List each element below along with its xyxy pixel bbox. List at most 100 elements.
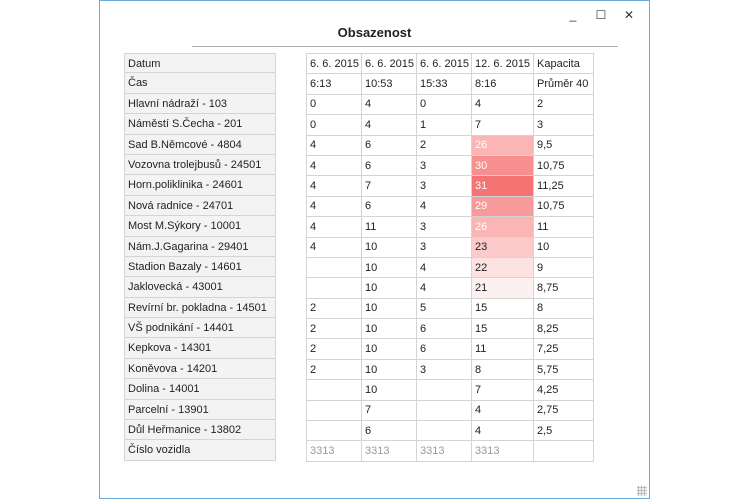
table-cell[interactable]: 26 xyxy=(471,216,534,238)
table-cell[interactable]: 11 xyxy=(361,216,417,238)
vehicle-number[interactable]: 3313 xyxy=(416,440,472,462)
table-cell[interactable]: 9,5 xyxy=(533,134,594,156)
table-cell[interactable]: 4 xyxy=(416,195,472,218)
table-cell[interactable]: 7 xyxy=(471,114,534,136)
table-cell[interactable]: 6 xyxy=(361,420,417,442)
table-cell[interactable]: 7 xyxy=(361,175,417,197)
table-cell[interactable] xyxy=(416,379,472,401)
vehicle-number[interactable] xyxy=(533,440,594,462)
table-cell[interactable]: 4 xyxy=(306,134,362,156)
table-cell[interactable]: 29 xyxy=(471,195,534,218)
table-cell[interactable] xyxy=(306,420,362,442)
table-cell[interactable]: 10,75 xyxy=(533,154,594,177)
table-cell[interactable]: 23 xyxy=(471,236,534,258)
table-cell[interactable]: 30 xyxy=(471,154,534,177)
table-cell[interactable]: 22 xyxy=(471,256,534,279)
table-cell[interactable]: 4 xyxy=(306,154,362,177)
table-cell[interactable]: 8,25 xyxy=(533,318,594,340)
table-cell[interactable]: 15 xyxy=(471,318,534,340)
table-cell[interactable]: 4 xyxy=(306,175,362,197)
table-cell[interactable]: 6 xyxy=(361,195,417,218)
table-cell[interactable]: 2 xyxy=(306,338,362,360)
table-cell[interactable]: 6 xyxy=(361,154,417,177)
table-cell[interactable]: 8 xyxy=(533,297,594,320)
table-cell[interactable]: 7 xyxy=(471,379,534,401)
column-time[interactable]: 8:16 xyxy=(471,73,534,95)
table-cell[interactable]: 4 xyxy=(361,93,417,116)
table-cell[interactable]: 4 xyxy=(471,420,534,442)
table-cell[interactable]: 10 xyxy=(361,379,417,401)
table-cell[interactable]: 3 xyxy=(533,114,594,136)
table-cell[interactable]: 4 xyxy=(306,216,362,238)
maximize-button[interactable]: ☐ xyxy=(595,8,607,22)
column-time[interactable]: Průměr 40 xyxy=(533,73,594,95)
vehicle-number[interactable]: 3313 xyxy=(306,440,362,462)
column-date[interactable]: 6. 6. 2015 xyxy=(306,52,362,75)
table-cell[interactable]: 3 xyxy=(416,236,472,258)
minimize-button[interactable]: _ xyxy=(569,8,577,22)
table-cell[interactable]: 4 xyxy=(361,114,417,136)
table-cell[interactable]: 10 xyxy=(361,277,417,299)
table-cell[interactable]: 10 xyxy=(361,338,417,360)
table-cell[interactable]: 11 xyxy=(533,216,594,238)
table-cell[interactable]: 15 xyxy=(471,297,534,320)
table-cell[interactable]: 31 xyxy=(471,175,534,197)
table-cell[interactable]: 3 xyxy=(416,216,472,238)
table-cell[interactable]: 4 xyxy=(306,195,362,218)
table-cell[interactable]: 6 xyxy=(416,338,472,360)
table-cell[interactable]: 3 xyxy=(416,175,472,197)
column-date[interactable]: 12. 6. 2015 xyxy=(471,52,534,75)
table-cell[interactable]: 2 xyxy=(416,134,472,156)
table-cell[interactable]: 2 xyxy=(306,358,362,381)
table-cell[interactable]: 6 xyxy=(416,318,472,340)
table-cell[interactable] xyxy=(306,256,362,279)
table-cell[interactable]: 10 xyxy=(361,358,417,381)
column-time[interactable]: 10:53 xyxy=(361,73,417,95)
column-date[interactable]: 6. 6. 2015 xyxy=(361,52,417,75)
table-cell[interactable]: 0 xyxy=(306,114,362,136)
vehicle-number[interactable]: 3313 xyxy=(471,440,534,462)
table-cell[interactable]: 11,25 xyxy=(533,175,594,197)
close-button[interactable]: ✕ xyxy=(623,8,635,22)
table-cell[interactable] xyxy=(416,399,472,422)
table-cell[interactable]: 4 xyxy=(416,256,472,279)
table-cell[interactable]: 10 xyxy=(361,256,417,279)
table-cell[interactable]: 10,75 xyxy=(533,195,594,218)
table-cell[interactable]: 0 xyxy=(416,93,472,116)
table-cell[interactable]: 4 xyxy=(416,277,472,299)
table-cell[interactable]: 21 xyxy=(471,277,534,299)
table-cell[interactable] xyxy=(306,399,362,422)
table-cell[interactable]: 9 xyxy=(533,256,594,279)
table-cell[interactable]: 6 xyxy=(361,134,417,156)
table-cell[interactable] xyxy=(416,420,472,442)
table-cell[interactable]: 1 xyxy=(416,114,472,136)
table-cell[interactable]: 7,25 xyxy=(533,338,594,360)
table-cell[interactable]: 10 xyxy=(361,297,417,320)
table-cell[interactable]: 2 xyxy=(533,93,594,116)
table-cell[interactable]: 4 xyxy=(471,399,534,422)
table-cell[interactable]: 11 xyxy=(471,338,534,360)
table-cell[interactable]: 7 xyxy=(361,399,417,422)
table-cell[interactable]: 8,75 xyxy=(533,277,594,299)
table-cell[interactable]: 4 xyxy=(306,236,362,258)
column-date[interactable]: 6. 6. 2015 xyxy=(416,52,472,75)
table-cell[interactable]: 2,75 xyxy=(533,399,594,422)
table-cell[interactable]: 10 xyxy=(361,318,417,340)
table-cell[interactable]: 10 xyxy=(533,236,594,258)
column-date[interactable]: Kapacita xyxy=(533,52,594,75)
table-cell[interactable] xyxy=(306,277,362,299)
table-cell[interactable]: 5 xyxy=(416,297,472,320)
table-cell[interactable]: 4 xyxy=(471,93,534,116)
table-cell[interactable]: 3 xyxy=(416,154,472,177)
table-cell[interactable]: 26 xyxy=(471,134,534,156)
column-time[interactable]: 15:33 xyxy=(416,73,472,95)
column-time[interactable]: 6:13 xyxy=(306,73,362,95)
table-cell[interactable]: 4,25 xyxy=(533,379,594,401)
table-cell[interactable]: 0 xyxy=(306,93,362,116)
table-cell[interactable]: 3 xyxy=(416,358,472,381)
table-cell[interactable]: 2,5 xyxy=(533,420,594,442)
vehicle-number[interactable]: 3313 xyxy=(361,440,417,462)
table-cell[interactable] xyxy=(306,379,362,401)
table-cell[interactable]: 2 xyxy=(306,297,362,320)
table-cell[interactable]: 8 xyxy=(471,358,534,381)
